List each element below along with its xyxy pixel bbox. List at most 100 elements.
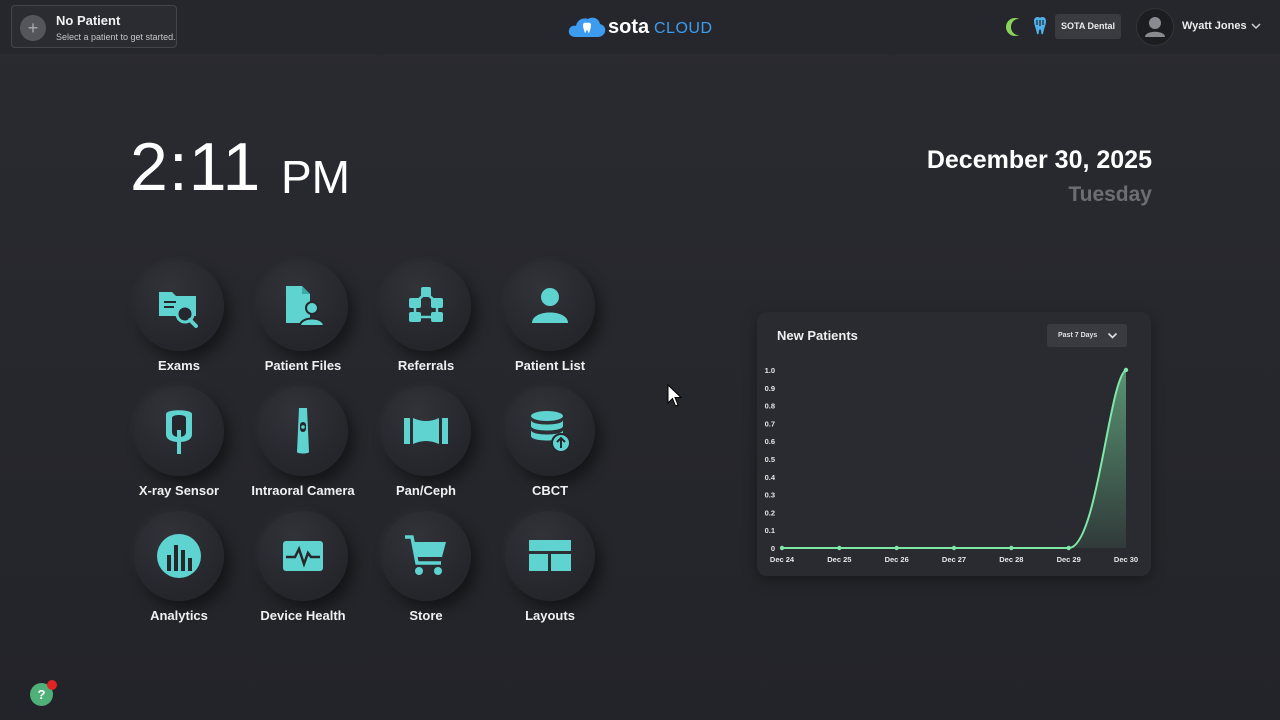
y-tick-label: 0.6	[765, 437, 775, 446]
theme-toggle-icon[interactable]	[1006, 18, 1025, 36]
panoramic-icon	[404, 418, 448, 444]
chevron-down-icon[interactable]	[1250, 20, 1262, 32]
tile-pan-ceph-circle[interactable]	[381, 386, 471, 476]
tile-xray-sensor[interactable]: X-ray Sensor	[119, 386, 239, 506]
chevron-down-icon	[1107, 332, 1118, 339]
patient-file-icon	[286, 286, 326, 327]
x-tick-label: Dec 26	[885, 555, 909, 564]
y-tick-label: 1.0	[765, 366, 775, 375]
cloud-tooth-icon	[568, 17, 606, 37]
y-tick-label: 0	[771, 544, 775, 553]
logo-text-cloud: CLOUD	[654, 20, 713, 37]
range-select[interactable]: Past 7 Days	[1047, 324, 1127, 347]
sota-cloud-logo: sota CLOUD	[568, 14, 718, 42]
plus-icon[interactable]: +	[20, 15, 46, 41]
user-name[interactable]: Wyatt Jones	[1182, 20, 1247, 32]
tile-label: Exams	[158, 358, 200, 373]
patient-subtitle: Select a patient to get started.	[56, 32, 176, 42]
tile-device-health[interactable]: Device Health	[243, 511, 363, 631]
tile-layouts-circle[interactable]	[505, 511, 595, 601]
y-tick-label: 0.1	[765, 526, 775, 535]
person-icon	[532, 288, 568, 323]
x-tick-label: Dec 30	[1114, 555, 1138, 564]
data-point	[894, 545, 899, 551]
new-patients-chart: 0 0.1 0.2 0.3 0.4 0.5 0.6 0.7 0.8 0.9 1.0 Dec 24 Dec…	[765, 366, 1139, 564]
tile-patient-list[interactable]: Patient List	[490, 261, 610, 381]
series-line	[782, 369, 1127, 549]
tile-xray-sensor-circle[interactable]	[134, 386, 224, 476]
y-tick-label: 0.5	[765, 455, 775, 464]
tile-label: Pan/Ceph	[396, 483, 456, 498]
tile-store-circle[interactable]	[381, 511, 471, 601]
current-date: December 30, 2025	[926, 146, 1152, 174]
tile-device-health-circle[interactable]	[258, 511, 348, 601]
data-point	[1123, 367, 1129, 373]
tile-exams-circle[interactable]	[134, 261, 224, 351]
xray-sensor-icon	[166, 410, 192, 454]
tile-referrals-circle[interactable]	[381, 261, 471, 351]
y-tick-label: 0.8	[765, 402, 775, 411]
patient-selector[interactable]: + No Patient Select a patient to get sta…	[11, 5, 177, 48]
tile-label: Store	[409, 608, 443, 623]
tile-referrals[interactable]: Referrals	[366, 261, 486, 381]
avatar[interactable]	[1137, 9, 1173, 45]
analytics-icon	[157, 534, 201, 578]
x-tick-label: Dec 28	[999, 555, 1023, 564]
tile-label: Patient List	[514, 358, 586, 373]
x-tick-label: Dec 25	[827, 555, 851, 564]
x-tick-label: Dec 24	[770, 555, 795, 564]
tile-exams[interactable]: Exams	[119, 261, 239, 381]
logo-text-sota: sota	[608, 16, 650, 38]
tile-patient-files-circle[interactable]	[258, 261, 348, 351]
x-tick-label: Dec 27	[942, 555, 966, 564]
clock-period: PM	[281, 151, 350, 203]
user-avatar-icon	[1145, 17, 1165, 37]
referrals-network-icon	[409, 287, 443, 322]
tile-label: Analytics	[150, 608, 208, 623]
current-weekday: Tuesday	[1068, 183, 1152, 206]
tile-intraoral-camera[interactable]: Intraoral Camera	[243, 386, 363, 506]
patient-title: No Patient	[56, 13, 121, 28]
tile-store[interactable]: Store	[366, 511, 486, 631]
tile-label: Referrals	[397, 358, 455, 373]
tile-label: CBCT	[531, 483, 569, 498]
cart-icon	[405, 535, 446, 575]
top-bar: + No Patient Select a patient to get sta…	[0, 0, 1280, 54]
tile-label: Patient Files	[264, 358, 342, 373]
y-tick-label: 0.9	[765, 384, 775, 393]
tile-patient-list-circle[interactable]	[505, 261, 595, 351]
help-button[interactable]: ?	[30, 683, 53, 706]
tile-label: Intraoral Camera	[251, 483, 355, 498]
heartbeat-icon	[283, 541, 323, 571]
y-tick-label: 0.7	[765, 419, 775, 428]
organization-badge[interactable]: SOTA Dental	[1055, 14, 1121, 39]
tile-cbct-circle[interactable]	[505, 386, 595, 476]
tile-label: X-ray Sensor	[138, 483, 220, 498]
data-point	[837, 545, 842, 551]
folder-search-icon	[159, 292, 198, 328]
range-select-label: Past 7 Days	[1058, 332, 1098, 339]
tile-layouts[interactable]: Layouts	[490, 511, 610, 631]
data-point	[1009, 545, 1014, 551]
y-tick-label: 0.3	[765, 491, 775, 500]
mouse-cursor-icon	[667, 384, 683, 407]
tile-analytics-circle[interactable]	[134, 511, 224, 601]
tile-cbct[interactable]: CBCT	[490, 386, 610, 506]
series-area	[782, 370, 1126, 548]
tile-patient-files[interactable]: Patient Files	[243, 261, 363, 381]
clock-time: 2:11	[130, 129, 262, 205]
tile-analytics[interactable]: Analytics	[119, 511, 239, 631]
tile-label: Layouts	[525, 608, 575, 623]
tooth-icon[interactable]	[1032, 16, 1048, 36]
tile-intraoral-camera-circle[interactable]	[258, 386, 348, 476]
new-patients-card: 0 0.1 0.2 0.3 0.4 0.5 0.6 0.7 0.8 0.9 1.0 Dec 24 Dec…	[757, 312, 1151, 576]
tile-label: Device Health	[260, 608, 346, 623]
notification-dot	[47, 680, 57, 690]
chart-title: New Patients	[777, 328, 858, 343]
tile-pan-ceph[interactable]: Pan/Ceph	[366, 386, 486, 506]
y-tick-label: 0.4	[765, 473, 776, 482]
database-upload-icon	[531, 411, 571, 453]
data-point	[951, 545, 957, 551]
layout-icon	[529, 540, 571, 571]
data-point	[779, 545, 785, 551]
